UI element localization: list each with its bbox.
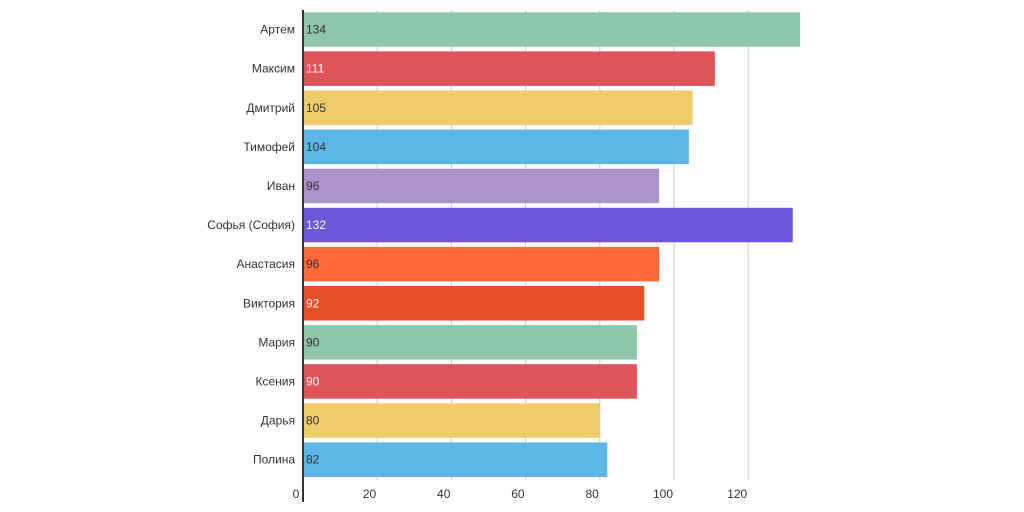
category-label: Артем (260, 23, 295, 37)
bar-value-label: 92 (306, 296, 320, 310)
bar-value-label: 104 (306, 140, 326, 154)
x-tick-label: 0 (293, 487, 300, 501)
bar-value-label: 82 (306, 453, 320, 467)
category-label: Полина (253, 453, 295, 467)
bar-value-label: 80 (306, 414, 320, 428)
category-label: Мария (258, 335, 295, 349)
bar-value-label: 111 (306, 62, 325, 76)
bar-value-label: 90 (306, 374, 320, 388)
bar (303, 442, 608, 477)
bar-value-label: 96 (306, 179, 320, 193)
x-tick-label: 40 (437, 487, 451, 501)
category-label: Софья (София) (207, 218, 295, 232)
bar (303, 246, 660, 282)
category-label: Анастасия (236, 257, 295, 271)
bar (303, 168, 660, 204)
bar (303, 286, 645, 321)
bar (303, 207, 793, 243)
x-tick-label: 60 (511, 487, 525, 501)
bar (303, 403, 600, 438)
category-labels: Артем Максим Дмитрий Тимофей Иван Софья (Софи… (207, 23, 295, 467)
x-tick-label: 100 (653, 487, 673, 501)
bar-value-label: 90 (306, 335, 320, 349)
gridlines (376, 10, 749, 480)
x-tick-labels: 0 20 40 60 80 100 120 (293, 487, 748, 501)
bars: 134 111 105 104 96 132 96 92 90 90 80 82 (303, 12, 801, 477)
bar (303, 325, 637, 360)
category-label: Дмитрий (246, 101, 295, 115)
bar-value-label: 134 (306, 23, 326, 37)
category-label: Иван (267, 179, 295, 193)
bar-value-label: 96 (306, 257, 320, 271)
bar (303, 364, 637, 399)
bar (303, 90, 693, 125)
category-label: Тимофей (243, 140, 295, 154)
bar (303, 12, 801, 47)
category-label: Виктория (243, 296, 295, 310)
x-tick-label: 120 (727, 487, 747, 501)
category-label: Максим (252, 62, 295, 76)
bar-value-label: 132 (306, 218, 326, 232)
x-tick-label: 20 (363, 487, 377, 501)
bar-value-label: 105 (306, 101, 326, 115)
bar (303, 129, 689, 165)
x-tick-label: 80 (585, 487, 599, 501)
category-label: Дарья (261, 414, 295, 428)
category-label: Ксения (256, 374, 296, 388)
bar (303, 51, 715, 86)
